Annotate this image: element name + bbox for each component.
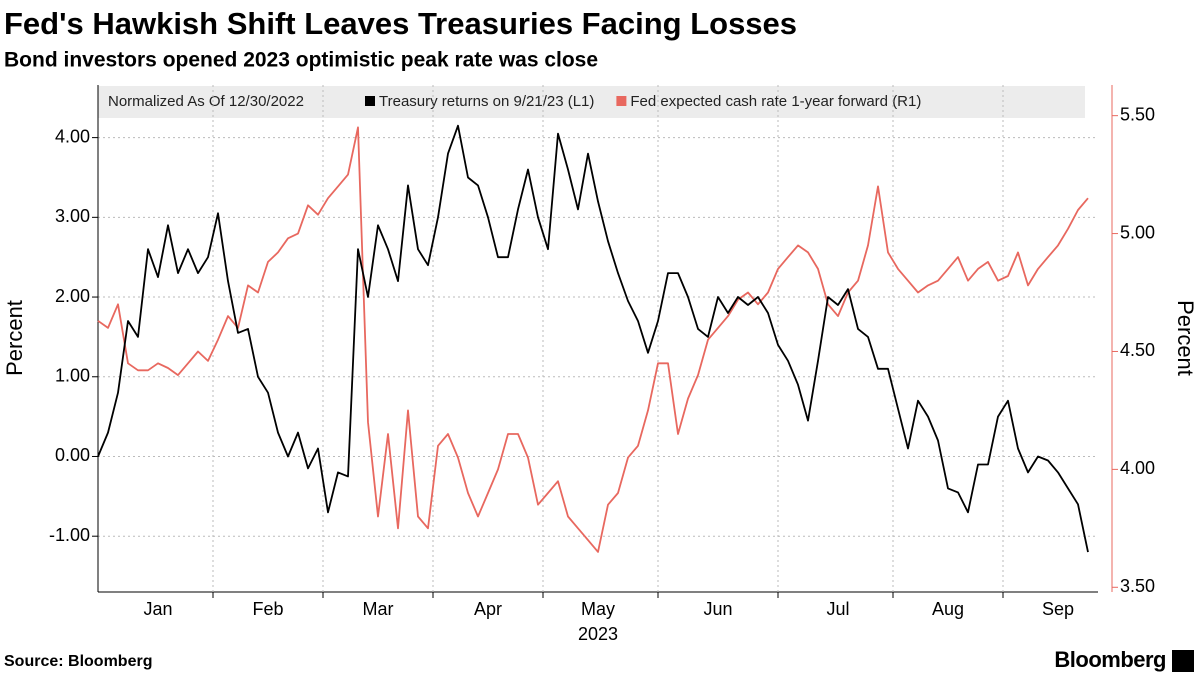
x-tick-label: Sep xyxy=(1042,599,1074,619)
y-axis-title: Percent xyxy=(2,300,27,376)
x-tick-label: Jul xyxy=(826,599,849,619)
legend-note: Normalized As Of 12/30/2022 xyxy=(108,93,304,110)
x-tick-label: Jun xyxy=(703,599,732,619)
y2-tick-label: 3.50 xyxy=(1120,576,1155,596)
x-axis-year: 2023 xyxy=(578,624,618,644)
y2-tick-label: 5.50 xyxy=(1120,104,1155,124)
x-tick-label: Aug xyxy=(932,599,964,619)
legend-label: Treasury returns on 9/21/23 (L1) xyxy=(379,93,594,110)
brand: Bloomberg xyxy=(1054,647,1166,672)
legend-label: Fed expected cash rate 1-year forward (R… xyxy=(630,93,921,110)
y2-tick-label: 4.00 xyxy=(1120,458,1155,478)
y-tick-label: 4.00 xyxy=(55,126,90,146)
y-tick-label: -1.00 xyxy=(49,525,90,545)
chart-title: Fed's Hawkish Shift Leaves Treasuries Fa… xyxy=(4,6,797,41)
y-tick-label: 0.00 xyxy=(55,445,90,465)
legend-swatch xyxy=(616,96,627,106)
chart-subtitle: Bond investors opened 2023 optimistic pe… xyxy=(4,49,598,72)
y2-axis-title: Percent xyxy=(1173,300,1198,376)
x-tick-label: Jan xyxy=(143,599,172,619)
brand-icon xyxy=(1172,650,1194,672)
x-tick-label: Apr xyxy=(474,599,502,619)
series-line xyxy=(97,124,1089,553)
y2-tick-label: 4.50 xyxy=(1120,340,1155,360)
x-tick-label: Mar xyxy=(363,599,394,619)
source: Source: Bloomberg xyxy=(4,653,152,670)
y-tick-label: 1.00 xyxy=(55,366,90,386)
y-tick-label: 3.00 xyxy=(55,206,90,226)
legend-swatch xyxy=(365,96,375,106)
y-tick-label: 2.00 xyxy=(55,286,90,306)
series-line xyxy=(97,126,1089,553)
y2-tick-label: 5.00 xyxy=(1120,222,1155,242)
x-tick-label: May xyxy=(581,599,615,619)
x-tick-label: Feb xyxy=(252,599,283,619)
legend-box xyxy=(98,86,1085,118)
